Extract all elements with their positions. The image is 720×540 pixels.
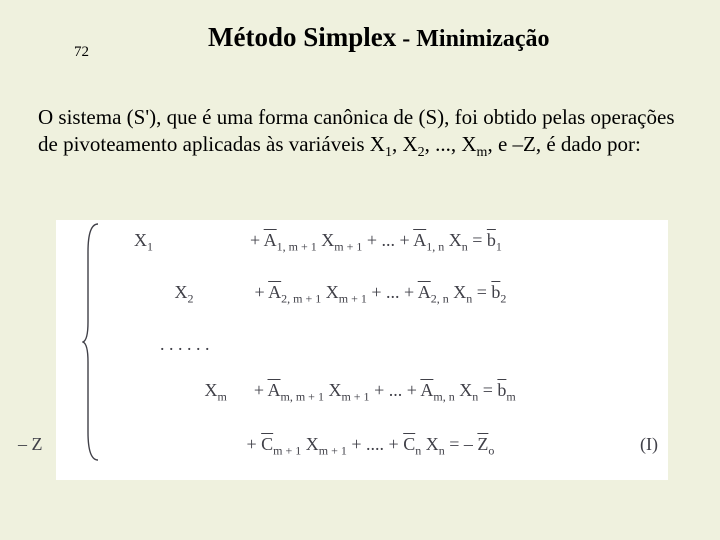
r1-b: b [487,230,496,250]
r4-xm1: X [301,434,319,454]
r3-bs: m [506,390,515,404]
r3-xm1: X [324,380,342,400]
r1-bs: 1 [496,240,502,254]
equation-row-m: Xm + Am, m + 1 Xm + 1 + ... + Am, n Xn =… [134,380,516,405]
r2-b: b [491,282,500,302]
r1-xn: X [444,230,462,250]
r2-an: A [418,282,431,302]
r2-eq: = [472,282,491,302]
slide-title: Método Simplex - Minimização [208,22,550,53]
r4-plus1: + [247,434,262,454]
r3-xn: X [455,380,473,400]
r2-a1s: 2, m + 1 [281,292,321,306]
r4-z: Z [477,434,488,454]
page-number: 72 [74,44,89,61]
title-sep: - [396,26,416,52]
r1-a1: A [264,230,277,250]
equation-ellipsis: . . . . . . [160,334,210,355]
r3-a1: A [268,380,281,400]
r3-dots: + ... + [370,380,421,400]
r3-x: X [205,380,218,400]
r4-c1s: m + 1 [273,444,301,458]
equation-row-z: + Cm + 1 Xm + 1 + .... + Cn Xn = – Zo [134,434,494,459]
r3-xm1s: m + 1 [341,390,369,404]
r2-x: X [175,282,188,302]
r3-plus1: + [254,380,268,400]
equation-label: (I) [640,434,658,455]
r1-eq: = [468,230,487,250]
r1-xm1s: m + 1 [334,240,362,254]
equation-row-1: X1 + A1, m + 1 Xm + 1 + ... + A1, n Xn =… [134,230,502,255]
title-main: Método Simplex [208,22,396,52]
r1-xs: 1 [147,240,153,254]
r1-x: X [134,230,147,250]
r2-xm1s: m + 1 [339,292,367,306]
r1-a1s: 1, m + 1 [277,240,317,254]
r3-ans: m, n [433,390,454,404]
r3-a1s: m, m + 1 [281,390,324,404]
minus-z-label: – Z [18,434,43,455]
r4-xn: X [421,434,439,454]
r4-zs: o [488,444,494,458]
r2-xn: X [449,282,467,302]
r1-xm1: X [317,230,335,250]
para-sub-3: m [477,145,488,160]
r3-xs: m [218,390,227,404]
r1-dots: + ... + [362,230,413,250]
r4-cn: C [403,434,415,454]
equation-row-2: X2 + A2, m + 1 Xm + 1 + ... + A2, n Xn =… [134,282,506,307]
r2-xm1: X [321,282,339,302]
para-text-3: , ..., X [425,132,477,156]
r2-bs: 2 [500,292,506,306]
r2-a1: A [268,282,281,302]
para-sub-1: 1 [385,145,392,160]
r2-ans: 2, n [431,292,449,306]
r4-c1: C [261,434,273,454]
para-text-4: , e –Z, é dado por: [487,132,640,156]
r2-plus1: + [255,282,269,302]
body-paragraph: O sistema (S'), que é uma forma canônica… [38,104,688,162]
r4-dots: + .... + [347,434,403,454]
title-sub: Minimização [416,26,549,52]
r2-dots: + ... + [367,282,418,302]
r3-an: A [420,380,433,400]
r4-xm1s: m + 1 [319,444,347,458]
r1-plus1: + [250,230,264,250]
r2-xs: 2 [188,292,194,306]
brace-icon [82,222,102,462]
r4-eq: = – [445,434,478,454]
para-sub-2: 2 [418,145,425,160]
r1-an: A [413,230,426,250]
equation-panel: – Z X1 + A1, m + 1 Xm + 1 + ... + A1, n … [56,220,668,480]
para-text-2: , X [392,132,418,156]
r3-eq: = [478,380,497,400]
r1-ans: 1, n [426,240,444,254]
